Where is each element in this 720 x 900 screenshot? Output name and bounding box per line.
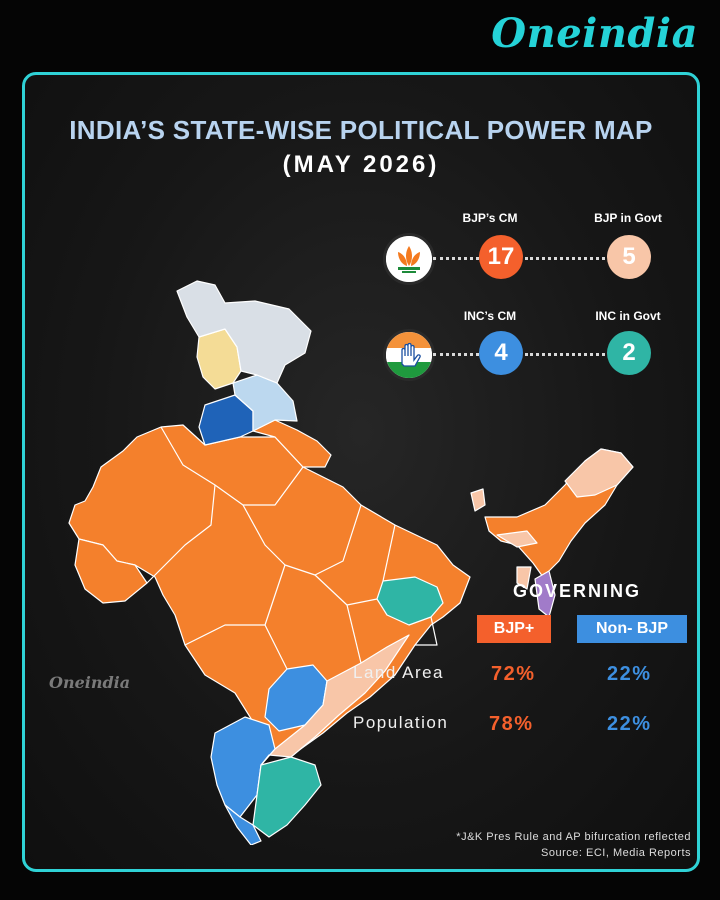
inc-govt-count: 2 bbox=[607, 331, 651, 375]
region-tamilnadu bbox=[252, 756, 322, 838]
land-area-non-bjp: 22% bbox=[607, 663, 652, 685]
brand-logo: Oneindia bbox=[491, 10, 698, 57]
india-map bbox=[68, 280, 634, 845]
page-subtitle: (MAY 2026) bbox=[282, 151, 440, 178]
region-tripura bbox=[516, 566, 532, 590]
governing-heading: GOVERNING bbox=[513, 581, 642, 601]
page-title: INDIA’S STATE-WISE POLITICAL POWER MAP bbox=[69, 115, 653, 145]
region-sikkim bbox=[470, 488, 486, 512]
population-non-bjp: 22% bbox=[607, 713, 652, 735]
region-bjp-north bbox=[252, 419, 332, 468]
region-jk bbox=[176, 280, 312, 384]
region-arunachal bbox=[564, 448, 634, 498]
bjp-cm-count: 17 bbox=[479, 235, 523, 279]
connector-line bbox=[525, 353, 617, 356]
region-mizoram bbox=[534, 570, 556, 618]
infographic-card: INDIA’S STATE-WISE POLITICAL POWER MAP (… bbox=[22, 72, 700, 872]
region-gujarat bbox=[74, 538, 148, 604]
population-bjp: 78% bbox=[489, 713, 534, 735]
inc-govt-label: INC in Govt bbox=[595, 309, 661, 323]
region-meghalaya bbox=[496, 530, 538, 548]
inc-hand-icon bbox=[383, 329, 435, 381]
bjp-govt-label: BJP in Govt bbox=[594, 211, 662, 225]
inc-cm-count: 4 bbox=[479, 331, 523, 375]
watermark: Oneindia bbox=[49, 673, 131, 692]
inc-cm-label: INC’s CM bbox=[463, 309, 517, 323]
region-andhra bbox=[260, 634, 410, 766]
connector-line bbox=[525, 257, 617, 260]
region-kerala bbox=[224, 804, 262, 845]
land-area-bjp: 72% bbox=[491, 663, 536, 685]
connector-line bbox=[433, 353, 479, 356]
land-area-label: Land Area bbox=[353, 663, 445, 682]
population-label: Population bbox=[353, 713, 449, 732]
non-bjp-badge: Non- BJP bbox=[577, 615, 687, 643]
footnote-source: Source: ECI, Media Reports bbox=[541, 847, 691, 859]
bjp-lotus-icon bbox=[383, 233, 435, 285]
bjp-govt-count: 5 bbox=[607, 235, 651, 279]
connector-line bbox=[433, 257, 479, 260]
bjp-cm-label: BJP’s CM bbox=[462, 211, 518, 225]
footnote-note: *J&K Pres Rule and AP bifurcation reflec… bbox=[456, 831, 691, 843]
bjp-plus-badge: BJP+ bbox=[477, 615, 551, 643]
